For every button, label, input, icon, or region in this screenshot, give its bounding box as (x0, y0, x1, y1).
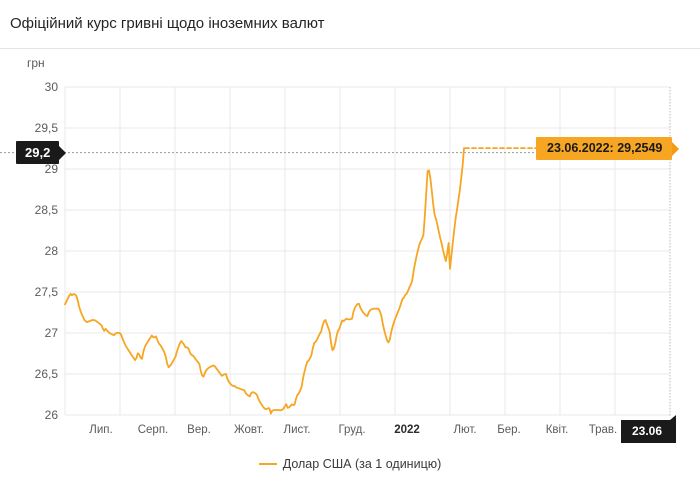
svg-text:Лист.: Лист. (284, 424, 311, 436)
svg-text:2022: 2022 (394, 424, 420, 436)
svg-text:29,5: 29,5 (35, 121, 59, 135)
svg-text:Серп.: Серп. (138, 424, 169, 436)
svg-text:Трав.: Трав. (589, 424, 617, 436)
svg-text:Квіт.: Квіт. (546, 424, 569, 436)
svg-text:Лют.: Лют. (453, 424, 476, 436)
svg-text:29: 29 (45, 162, 59, 176)
svg-text:26: 26 (45, 408, 59, 422)
svg-text:28: 28 (45, 244, 59, 258)
svg-text:Бер.: Бер. (497, 424, 521, 436)
svg-text:грн: грн (27, 56, 45, 70)
svg-text:Груд.: Груд. (338, 424, 365, 436)
svg-text:27: 27 (45, 326, 59, 340)
svg-text:28,5: 28,5 (35, 203, 59, 217)
svg-text:27,5: 27,5 (35, 285, 59, 299)
svg-text:30: 30 (45, 80, 59, 94)
svg-text:Жовт.: Жовт. (234, 424, 264, 436)
svg-text:Лип.: Лип. (89, 424, 112, 436)
svg-text:Вер.: Вер. (187, 424, 211, 436)
svg-text:26,5: 26,5 (35, 367, 59, 381)
